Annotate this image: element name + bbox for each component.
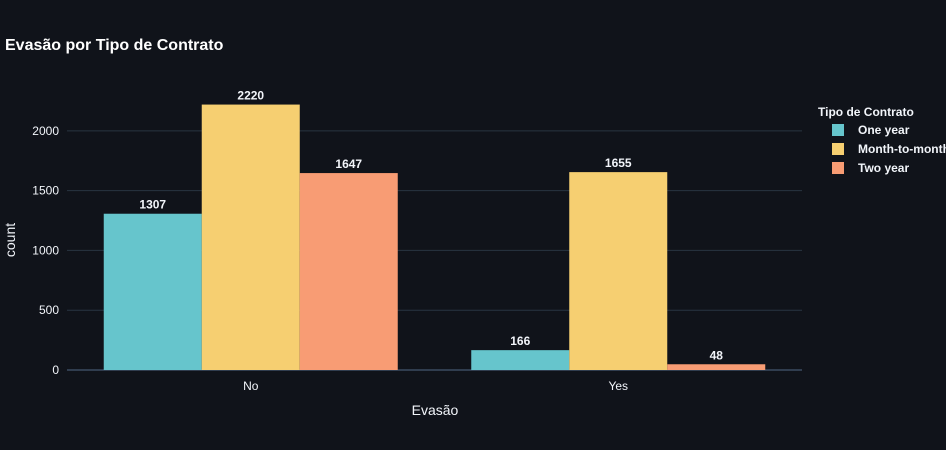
chart-title: Evasão por Tipo de Contrato bbox=[5, 37, 224, 54]
legend-swatch[interactable] bbox=[832, 124, 844, 136]
y-tick-labels: 0 500 1000 1500 2000 bbox=[32, 124, 59, 377]
bar-value-label: 1655 bbox=[605, 156, 632, 170]
y-tick-label: 2000 bbox=[32, 124, 59, 138]
bars: 1307 2220 1647 166 1655 48 bbox=[103, 89, 766, 370]
legend-item-label[interactable]: Two year bbox=[858, 161, 909, 175]
bar-value-label: 1647 bbox=[335, 157, 362, 171]
bar-value-label: 1307 bbox=[139, 198, 166, 212]
x-axis-title: Evasão bbox=[412, 402, 459, 418]
bar-yes-two-year[interactable] bbox=[667, 364, 766, 370]
x-tick-label: Yes bbox=[608, 379, 628, 393]
y-tick-label: 500 bbox=[39, 303, 59, 317]
bar-no-two-year[interactable] bbox=[299, 173, 398, 370]
x-tick-labels: No Yes bbox=[243, 379, 628, 393]
bar-no-one-year[interactable] bbox=[103, 213, 202, 370]
legend-item-label[interactable]: One year bbox=[858, 123, 910, 137]
y-axis-title: count bbox=[2, 223, 18, 257]
bar-value-label: 48 bbox=[710, 348, 724, 362]
x-tick-label: No bbox=[243, 379, 259, 393]
bar-yes-one-year[interactable] bbox=[471, 350, 570, 370]
bar-value-label: 2220 bbox=[237, 89, 264, 103]
bar-yes-month-to-month[interactable] bbox=[569, 172, 668, 370]
legend[interactable]: Tipo de Contrato One year Month-to-month T… bbox=[818, 105, 946, 175]
bar-value-label: 166 bbox=[510, 334, 530, 348]
bar-no-month-to-month[interactable] bbox=[201, 104, 300, 370]
legend-swatch[interactable] bbox=[832, 143, 844, 155]
y-tick-label: 1500 bbox=[32, 184, 59, 198]
legend-item-label[interactable]: Month-to-month bbox=[858, 142, 946, 156]
legend-title: Tipo de Contrato bbox=[818, 105, 914, 119]
legend-swatch[interactable] bbox=[832, 162, 844, 174]
y-tick-label: 0 bbox=[52, 363, 59, 377]
y-tick-label: 1000 bbox=[32, 243, 59, 257]
